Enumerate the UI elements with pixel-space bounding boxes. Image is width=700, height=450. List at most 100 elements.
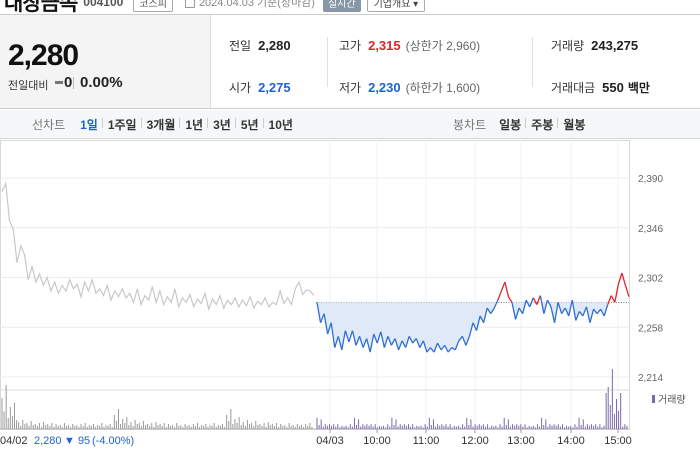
- price-segment: [593, 308, 598, 315]
- candle-daily[interactable]: 일봉: [499, 118, 522, 132]
- prev-day-price: 2,280: [34, 435, 62, 447]
- x-tick-label: 13:00: [507, 435, 535, 447]
- price-segment: [571, 300, 577, 321]
- price-segment: [525, 299, 531, 308]
- period-1d[interactable]: 1일: [80, 117, 98, 132]
- price-segment: [461, 336, 467, 346]
- price-segment: [429, 347, 435, 353]
- price-segment: [458, 335, 463, 342]
- price-segment: [405, 336, 410, 348]
- below-reference-fill: [317, 302, 629, 353]
- x-tick-label: 14:00: [557, 435, 585, 447]
- prev-close-label: 전일: [229, 39, 252, 53]
- period-1y[interactable]: 1년: [179, 116, 208, 133]
- prev-day-change: ▼ 95: [64, 435, 90, 447]
- y-tick-label: 2,346: [638, 224, 663, 235]
- period-3m[interactable]: 3개월: [140, 116, 181, 133]
- price-segment: [589, 308, 595, 323]
- price-segment: [366, 338, 371, 353]
- price-segment: [603, 304, 609, 317]
- volume-label: 거래량: [551, 39, 585, 53]
- price-segment: [394, 338, 400, 351]
- price-segment: [504, 281, 510, 297]
- price-chart-svg: 2,390 2,346 2,302 2,258 2,214 거래량 04/03 10:00 11…: [0, 140, 686, 447]
- volume-value: 243,275: [591, 38, 639, 53]
- volume-cell: 거래량 243,275: [551, 37, 638, 54]
- amount-label: 거래대금: [551, 81, 596, 95]
- period-5y[interactable]: 5년: [234, 116, 264, 133]
- prev-change-rate: 0.00%: [80, 74, 123, 91]
- open-label: 시가: [229, 81, 252, 95]
- price-segment: [401, 340, 407, 348]
- price-segment: [468, 322, 474, 337]
- price-segment: [369, 333, 375, 353]
- price-segment: [536, 295, 541, 305]
- price-segment: [373, 333, 378, 344]
- title-bar: 대창금속 004100 코스피 2024.04.03 기준(장마감) 실시간 기…: [0, 0, 700, 15]
- price-segment: [348, 330, 354, 343]
- y-tick-label: 2,214: [638, 373, 663, 384]
- price-segment: [582, 306, 588, 317]
- price-segment: [472, 322, 478, 331]
- price-segment: [479, 315, 485, 324]
- price-segment: [543, 299, 549, 314]
- price-segment: [529, 297, 534, 308]
- price-segment: [327, 322, 332, 335]
- price-segment: [621, 272, 627, 286]
- high-label: 고가: [339, 39, 362, 53]
- price-segment: [575, 311, 580, 321]
- price-segment: [397, 340, 403, 351]
- price-segment: [511, 302, 517, 320]
- period-10y[interactable]: 10년: [262, 116, 298, 133]
- prev-day-rate: (-4.00%): [92, 435, 134, 447]
- price-segment: [564, 307, 570, 317]
- low-label: 저가: [339, 81, 362, 95]
- price-segment: [610, 295, 616, 303]
- price-chart[interactable]: 2,390 2,346 2,302 2,258 2,214 거래량 04/03 10:00 11…: [0, 140, 700, 450]
- price-segment: [436, 342, 442, 351]
- prev-close-cell: 전일 2,280: [229, 37, 291, 54]
- price-segment: [419, 340, 424, 348]
- candle-monthly[interactable]: 월봉: [557, 116, 590, 133]
- price-segment: [380, 331, 385, 348]
- price-segment: [493, 299, 499, 309]
- low-value: 2,230: [368, 80, 401, 95]
- price-segment: [358, 336, 364, 348]
- candle-options: 봉차트 일봉 주봉 월봉: [453, 110, 590, 139]
- prev-day-line: [1, 181, 315, 312]
- price-segment: [415, 338, 421, 348]
- price-segment: [337, 336, 343, 351]
- prev-day-date: 04/02: [0, 435, 28, 447]
- divider: [327, 37, 328, 87]
- date-basis: 2024.04.03 기준(장마감): [198, 0, 315, 9]
- chart-frame: [0, 140, 630, 430]
- price-segment: [486, 307, 492, 315]
- market-badge: 코스피: [133, 0, 173, 12]
- price-segment: [447, 347, 453, 353]
- price-segment: [323, 313, 329, 335]
- price-segment: [422, 340, 428, 353]
- period-1w[interactable]: 1주일: [101, 116, 142, 133]
- price-segment: [316, 302, 322, 323]
- price-segment: [408, 335, 414, 344]
- candle-weekly[interactable]: 주봉: [525, 116, 558, 133]
- y-tick-label: 2,390: [638, 174, 663, 185]
- amount-unit: 백만: [627, 81, 650, 95]
- realtime-button[interactable]: 실시간: [322, 0, 361, 12]
- price-segment: [546, 299, 552, 308]
- period-toolbar: 선차트 1일 1주일 3개월 1년 3년 5년 10년 봉차트 일봉 주봉 월봉: [0, 110, 700, 139]
- period-3y[interactable]: 3년: [207, 116, 236, 133]
- price-segment: [433, 342, 439, 353]
- x-tick-label: 15:00: [604, 435, 632, 447]
- open-cell: 시가 2,275: [229, 79, 291, 96]
- price-segment: [319, 313, 325, 323]
- price-segment: [624, 285, 630, 297]
- line-chart-title: 선차트: [32, 117, 66, 132]
- price-segment: [351, 330, 357, 346]
- company-info-button[interactable]: 기업개요 ▾: [366, 0, 426, 12]
- prev-close-value: 2,280: [258, 38, 291, 53]
- price-segment: [539, 295, 545, 314]
- volume-legend-label: 거래량: [658, 394, 686, 406]
- price-segment: [390, 338, 396, 346]
- x-tick-label: 11:00: [413, 435, 440, 447]
